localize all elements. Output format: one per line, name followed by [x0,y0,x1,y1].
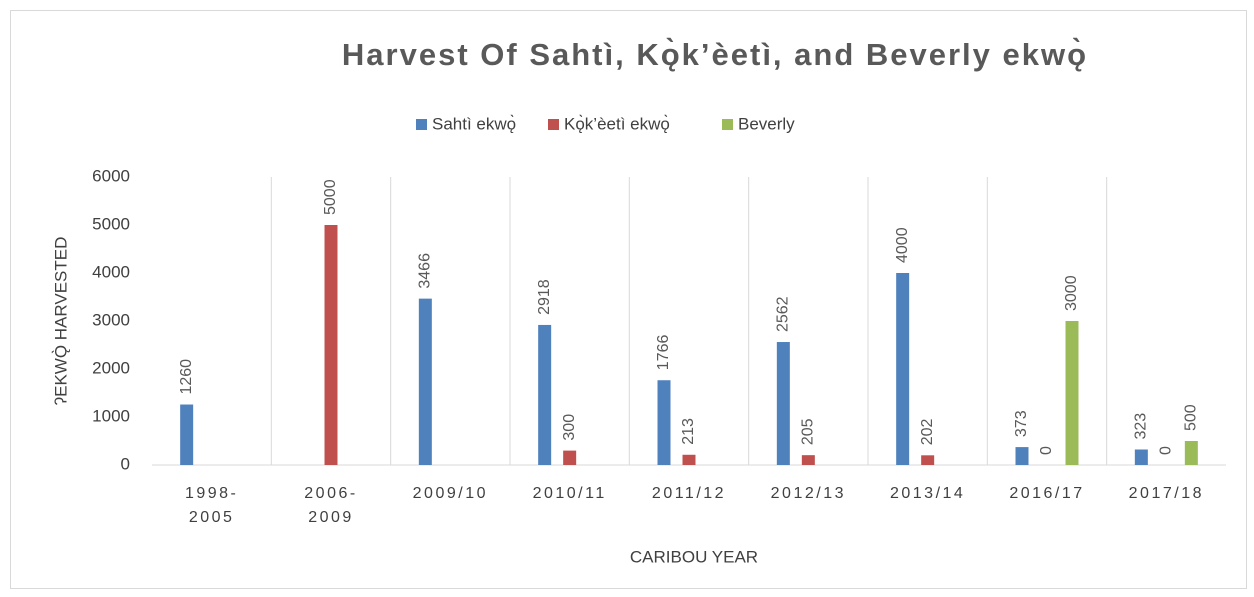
value-label: 4000 [894,227,911,263]
value-label: 202 [919,419,936,446]
y-tick-label: 4000 [92,262,130,281]
legend-swatch [722,119,733,130]
legend-label: Beverly [738,114,795,133]
value-label: 500 [1183,404,1200,431]
bar [324,225,338,465]
bar [896,273,910,465]
value-label: 5000 [322,179,339,215]
x-tick-label: 2017/18 [1128,485,1204,502]
x-tick-label: 1998-2005 [184,485,239,526]
y-tick-label: 5000 [92,214,130,233]
x-tick-label: 2011/12 [651,485,727,502]
y-tick-label: 3000 [92,310,130,329]
bar [1015,447,1029,465]
value-label: 373 [1013,410,1030,437]
y-tick-label: 6000 [92,166,130,185]
bar [538,324,552,465]
chart-border [10,10,1247,589]
value-label: 3466 [417,253,434,289]
value-label: 3000 [1063,275,1080,311]
value-label: 2562 [775,296,792,332]
y-tick-label: 2000 [92,358,130,377]
legend-label: Kǫ̀k’èetì ekwǫ̀ [564,113,670,133]
legend-swatch [548,119,559,130]
bar [921,455,935,465]
y-tick-label: 1000 [92,406,130,425]
x-tick-label: 2009/10 [412,485,488,502]
y-axis-title: ʔEKWǪ̀ HARVESTED [50,237,70,406]
value-label: 213 [680,418,697,445]
value-label: 300 [561,414,578,441]
x-tick-label: 2013/14 [889,485,966,502]
value-label: 0 [1158,446,1175,455]
bar [418,298,432,465]
x-axis-title: CARIBOU YEAR [630,547,758,566]
x-tick-label: 2010/11 [532,485,607,502]
bar [657,380,671,465]
value-label: 205 [800,418,817,445]
x-tick-label: 2016/17 [1009,485,1085,502]
x-tick-label: 2006-2009 [304,485,358,526]
bar [1065,321,1079,465]
value-label: 323 [1133,413,1150,440]
value-label: 1766 [655,335,672,371]
x-tick-label: 2012/13 [770,485,846,502]
bar [563,450,577,465]
bar [1184,441,1198,465]
y-tick-label: 0 [121,454,130,473]
bar [776,342,790,465]
bar [1134,449,1148,465]
value-label: 1260 [178,359,195,395]
value-label: 0 [1038,446,1055,455]
legend-swatch [416,119,427,130]
bar [682,454,696,465]
bar [801,455,815,465]
value-label: 2918 [536,279,553,315]
bar [180,404,194,465]
legend-label: Sahtì ekwǫ̀ [432,113,516,133]
chart-title: Harvest Of Sahtì, Kǫ̀k’èetì, and Beverly… [342,36,1088,72]
